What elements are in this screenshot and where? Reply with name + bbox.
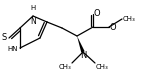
Text: CH₃: CH₃ xyxy=(96,64,109,70)
Text: O: O xyxy=(110,24,117,32)
Text: H: H xyxy=(30,5,36,11)
Text: CH₃: CH₃ xyxy=(123,16,136,22)
Text: CH₃: CH₃ xyxy=(58,64,71,70)
Text: O: O xyxy=(94,9,101,18)
Text: N: N xyxy=(80,51,86,60)
Text: N: N xyxy=(30,16,36,25)
Text: S: S xyxy=(2,34,7,42)
Polygon shape xyxy=(77,36,85,53)
Text: HN: HN xyxy=(7,46,18,52)
